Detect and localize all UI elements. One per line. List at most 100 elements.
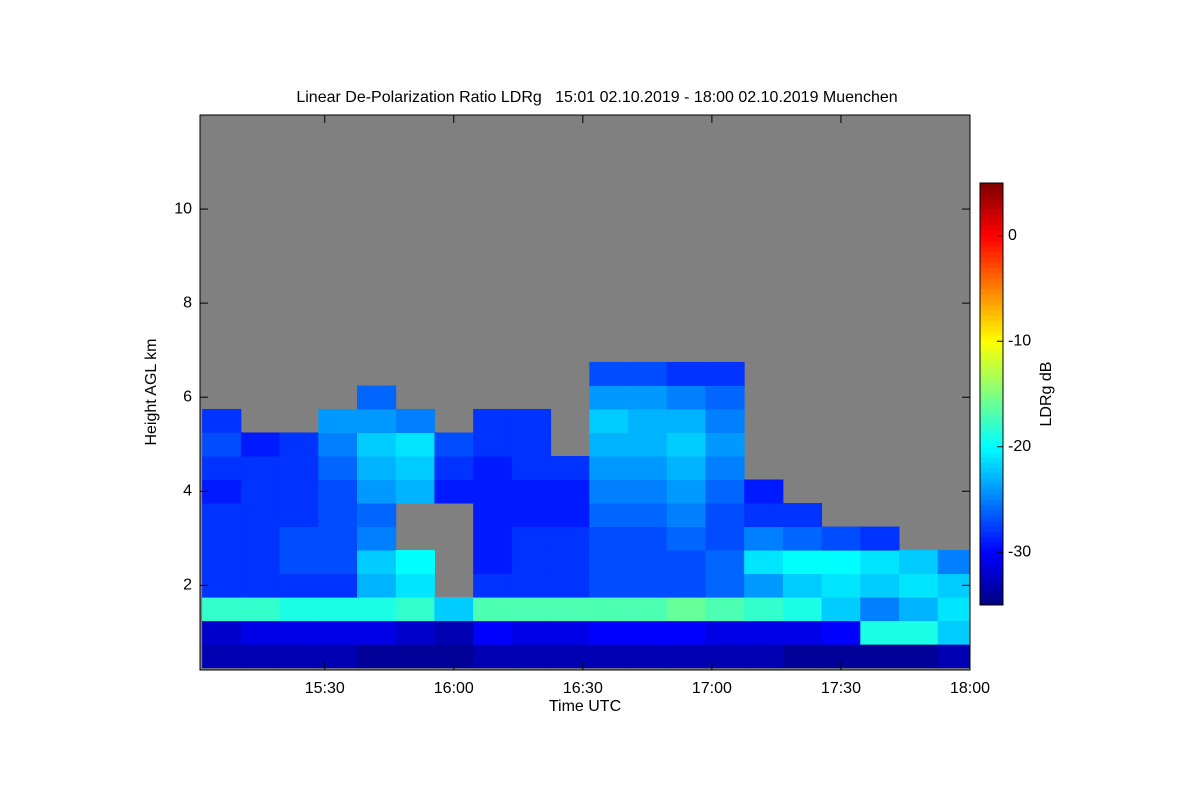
heatmap-cell — [511, 479, 552, 504]
heatmap-cell — [589, 361, 629, 386]
heatmap-cell — [318, 573, 358, 598]
x-tick-label: 18:00 — [950, 680, 990, 697]
colorbar-segment — [980, 562, 1003, 569]
heatmap-cell — [782, 573, 823, 598]
colorbar-segment — [980, 599, 1003, 606]
heatmap-cell — [473, 526, 513, 551]
colorbar-segment — [980, 188, 1003, 195]
colorbar-segment — [980, 462, 1003, 469]
heatmap-cell — [782, 644, 823, 669]
heatmap-cell — [628, 573, 668, 598]
colorbar-segment — [980, 594, 1003, 601]
heatmap-cell — [395, 479, 435, 504]
colorbar-segment — [980, 272, 1003, 279]
heatmap-cell — [550, 573, 590, 598]
colorbar-segment — [980, 383, 1003, 390]
colorbar-segment — [980, 520, 1003, 527]
heatmap-cell — [550, 550, 590, 575]
heatmap-cell — [860, 526, 900, 551]
heatmap-cell — [899, 644, 939, 669]
colorbar-segment — [980, 541, 1003, 548]
colorbar-segment — [980, 309, 1003, 316]
heatmap-cell — [202, 479, 242, 504]
heatmap-cell — [744, 573, 784, 598]
heatmap-cell — [279, 573, 319, 598]
heatmap-cell — [473, 432, 513, 457]
heatmap-cell — [628, 620, 668, 645]
heatmap-cell — [589, 408, 629, 433]
colorbar-tick-label: -10 — [1008, 332, 1031, 349]
heatmap-cell — [511, 408, 552, 433]
heatmap-cell — [666, 408, 706, 433]
heatmap-cell — [589, 550, 629, 575]
colorbar-segment — [980, 499, 1003, 506]
colorbar-segment — [980, 209, 1003, 216]
colorbar-segment — [980, 441, 1003, 448]
heatmap-cell — [318, 620, 358, 645]
heatmap-cell — [589, 573, 629, 598]
heatmap-cell — [589, 479, 629, 504]
heatmap-cell — [782, 526, 823, 551]
y-tick-label: 6 — [183, 388, 192, 405]
chart-title: Linear De-Polarization Ratio LDRg 15:01 … — [296, 89, 897, 106]
colorbar-segment — [980, 573, 1003, 580]
colorbar-segment — [980, 546, 1003, 553]
heatmap-cell — [318, 432, 358, 457]
heatmap-cell — [279, 455, 319, 481]
heatmap-cell — [666, 361, 706, 386]
heatmap-cell — [279, 526, 319, 551]
colorbar-segment — [980, 494, 1003, 500]
heatmap-cell — [240, 455, 281, 481]
colorbar-tick-label: 0 — [1008, 227, 1017, 244]
heatmap-cell — [782, 550, 823, 575]
colorbar-segment — [980, 378, 1003, 384]
colorbar-segment — [980, 394, 1003, 400]
heatmap-cell — [937, 550, 971, 575]
heatmap-cell — [434, 455, 474, 481]
heatmap-cell — [318, 503, 358, 528]
colorbar-segment — [980, 241, 1003, 247]
colorbar-segment — [980, 536, 1003, 543]
heatmap-cell — [473, 550, 513, 575]
heatmap-cell — [202, 620, 242, 645]
colorbar-segment — [980, 515, 1003, 522]
x-tick-label: 16:30 — [563, 680, 603, 697]
heatmap-cell — [473, 479, 513, 504]
heatmap-cell — [744, 526, 784, 551]
colorbar-tick-label: -20 — [1008, 438, 1031, 455]
colorbar-segment — [980, 388, 1003, 395]
colorbar-segment — [980, 399, 1003, 406]
colorbar-segment — [980, 504, 1003, 511]
heatmap-cell — [744, 503, 784, 528]
x-tick-label: 15:30 — [305, 680, 345, 697]
heatmap-cell — [628, 503, 668, 528]
heatmap-cell — [550, 597, 590, 622]
heatmap-cell — [279, 550, 319, 575]
heatmap-cell — [705, 503, 745, 528]
heatmap-cell — [589, 597, 629, 622]
heatmap-cell — [434, 597, 474, 622]
heatmap-cell — [240, 550, 281, 575]
y-tick-label: 2 — [183, 577, 192, 594]
heatmap-cell — [318, 455, 358, 481]
heatmap-cell — [860, 550, 900, 575]
heatmap-cell — [782, 620, 823, 645]
heatmap-cell — [666, 385, 706, 410]
heatmap-cell — [899, 597, 939, 622]
colorbar-segment — [980, 415, 1003, 421]
y-tick-label: 8 — [183, 294, 192, 311]
colorbar-segment — [980, 478, 1003, 485]
colorbar-segment — [980, 425, 1003, 432]
heatmap-cell — [395, 455, 435, 481]
heatmap-cell — [705, 408, 745, 433]
heatmap-cell — [550, 526, 590, 551]
heatmap-cell — [318, 550, 358, 575]
heatmap-cell — [628, 455, 668, 481]
colorbar-segment — [980, 293, 1003, 300]
heatmap-cell — [395, 597, 435, 622]
heatmap-cell — [202, 550, 242, 575]
heatmap-cell — [473, 597, 513, 622]
heatmap-cell — [782, 503, 823, 528]
heatmap-cell — [395, 550, 435, 575]
heatmap-cell — [589, 385, 629, 410]
